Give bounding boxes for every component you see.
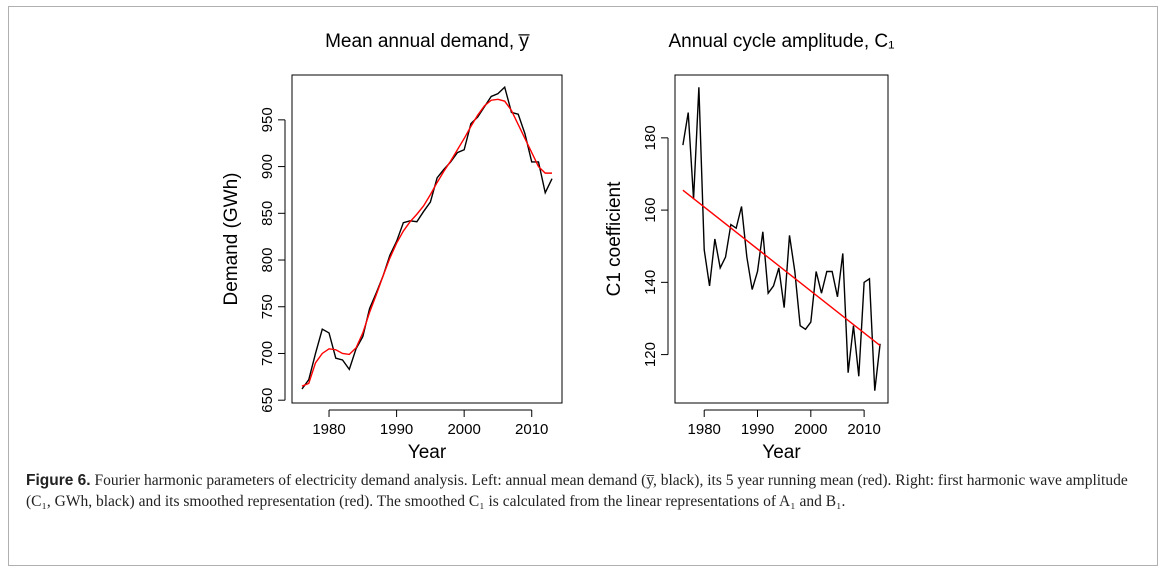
caption-label: Figure 6.	[26, 472, 91, 489]
y-axis-label: C1 coefficient	[604, 181, 625, 296]
y-tick-label: 950	[259, 107, 276, 132]
x-tick-label: 2000	[794, 421, 827, 438]
y-axis-label: Demand (GWh)	[221, 172, 242, 305]
caption-text: Fourier harmonic parameters of electrici…	[26, 472, 1128, 510]
y-tick-label: 180	[642, 125, 659, 150]
chart: Mean annual demand, y̅ Year Demand (GWh) 19…	[221, 31, 895, 463]
plot-box	[674, 74, 889, 404]
chart-title: Mean annual demand, y̅	[325, 31, 530, 52]
y-tick-label: 750	[259, 294, 276, 319]
data-line	[301, 98, 552, 387]
y-tick-label: 160	[642, 198, 659, 223]
y-tick-label: 900	[259, 154, 276, 179]
x-tick-label: 1990	[380, 421, 413, 438]
y-tick-label: 700	[259, 341, 276, 366]
x-tick-label: 1980	[688, 421, 721, 438]
x-tick-label: 2010	[515, 421, 548, 438]
x-tick-label: 2000	[447, 421, 480, 438]
x-tick-label: 2010	[847, 421, 880, 438]
data-line	[682, 189, 881, 347]
y-tick-label: 650	[259, 388, 276, 413]
caption: Figure 6. Fourier harmonic parameters of…	[26, 470, 1141, 512]
y-tick-label: 120	[642, 342, 659, 367]
y-tick-label: 140	[642, 270, 659, 295]
y-tick-label: 850	[259, 201, 276, 226]
x-axis-label: Year	[762, 442, 801, 463]
chart-title: Annual cycle amplitude, C₁	[668, 31, 894, 52]
plot-box	[291, 74, 563, 404]
data-line	[682, 87, 881, 391]
data-line	[301, 85, 553, 390]
x-tick-label: 1990	[741, 421, 774, 438]
y-tick-label: 800	[259, 248, 276, 273]
figure-frame	[8, 6, 1158, 566]
x-axis-label: Year	[408, 442, 447, 463]
x-tick-label: 1980	[312, 421, 345, 438]
